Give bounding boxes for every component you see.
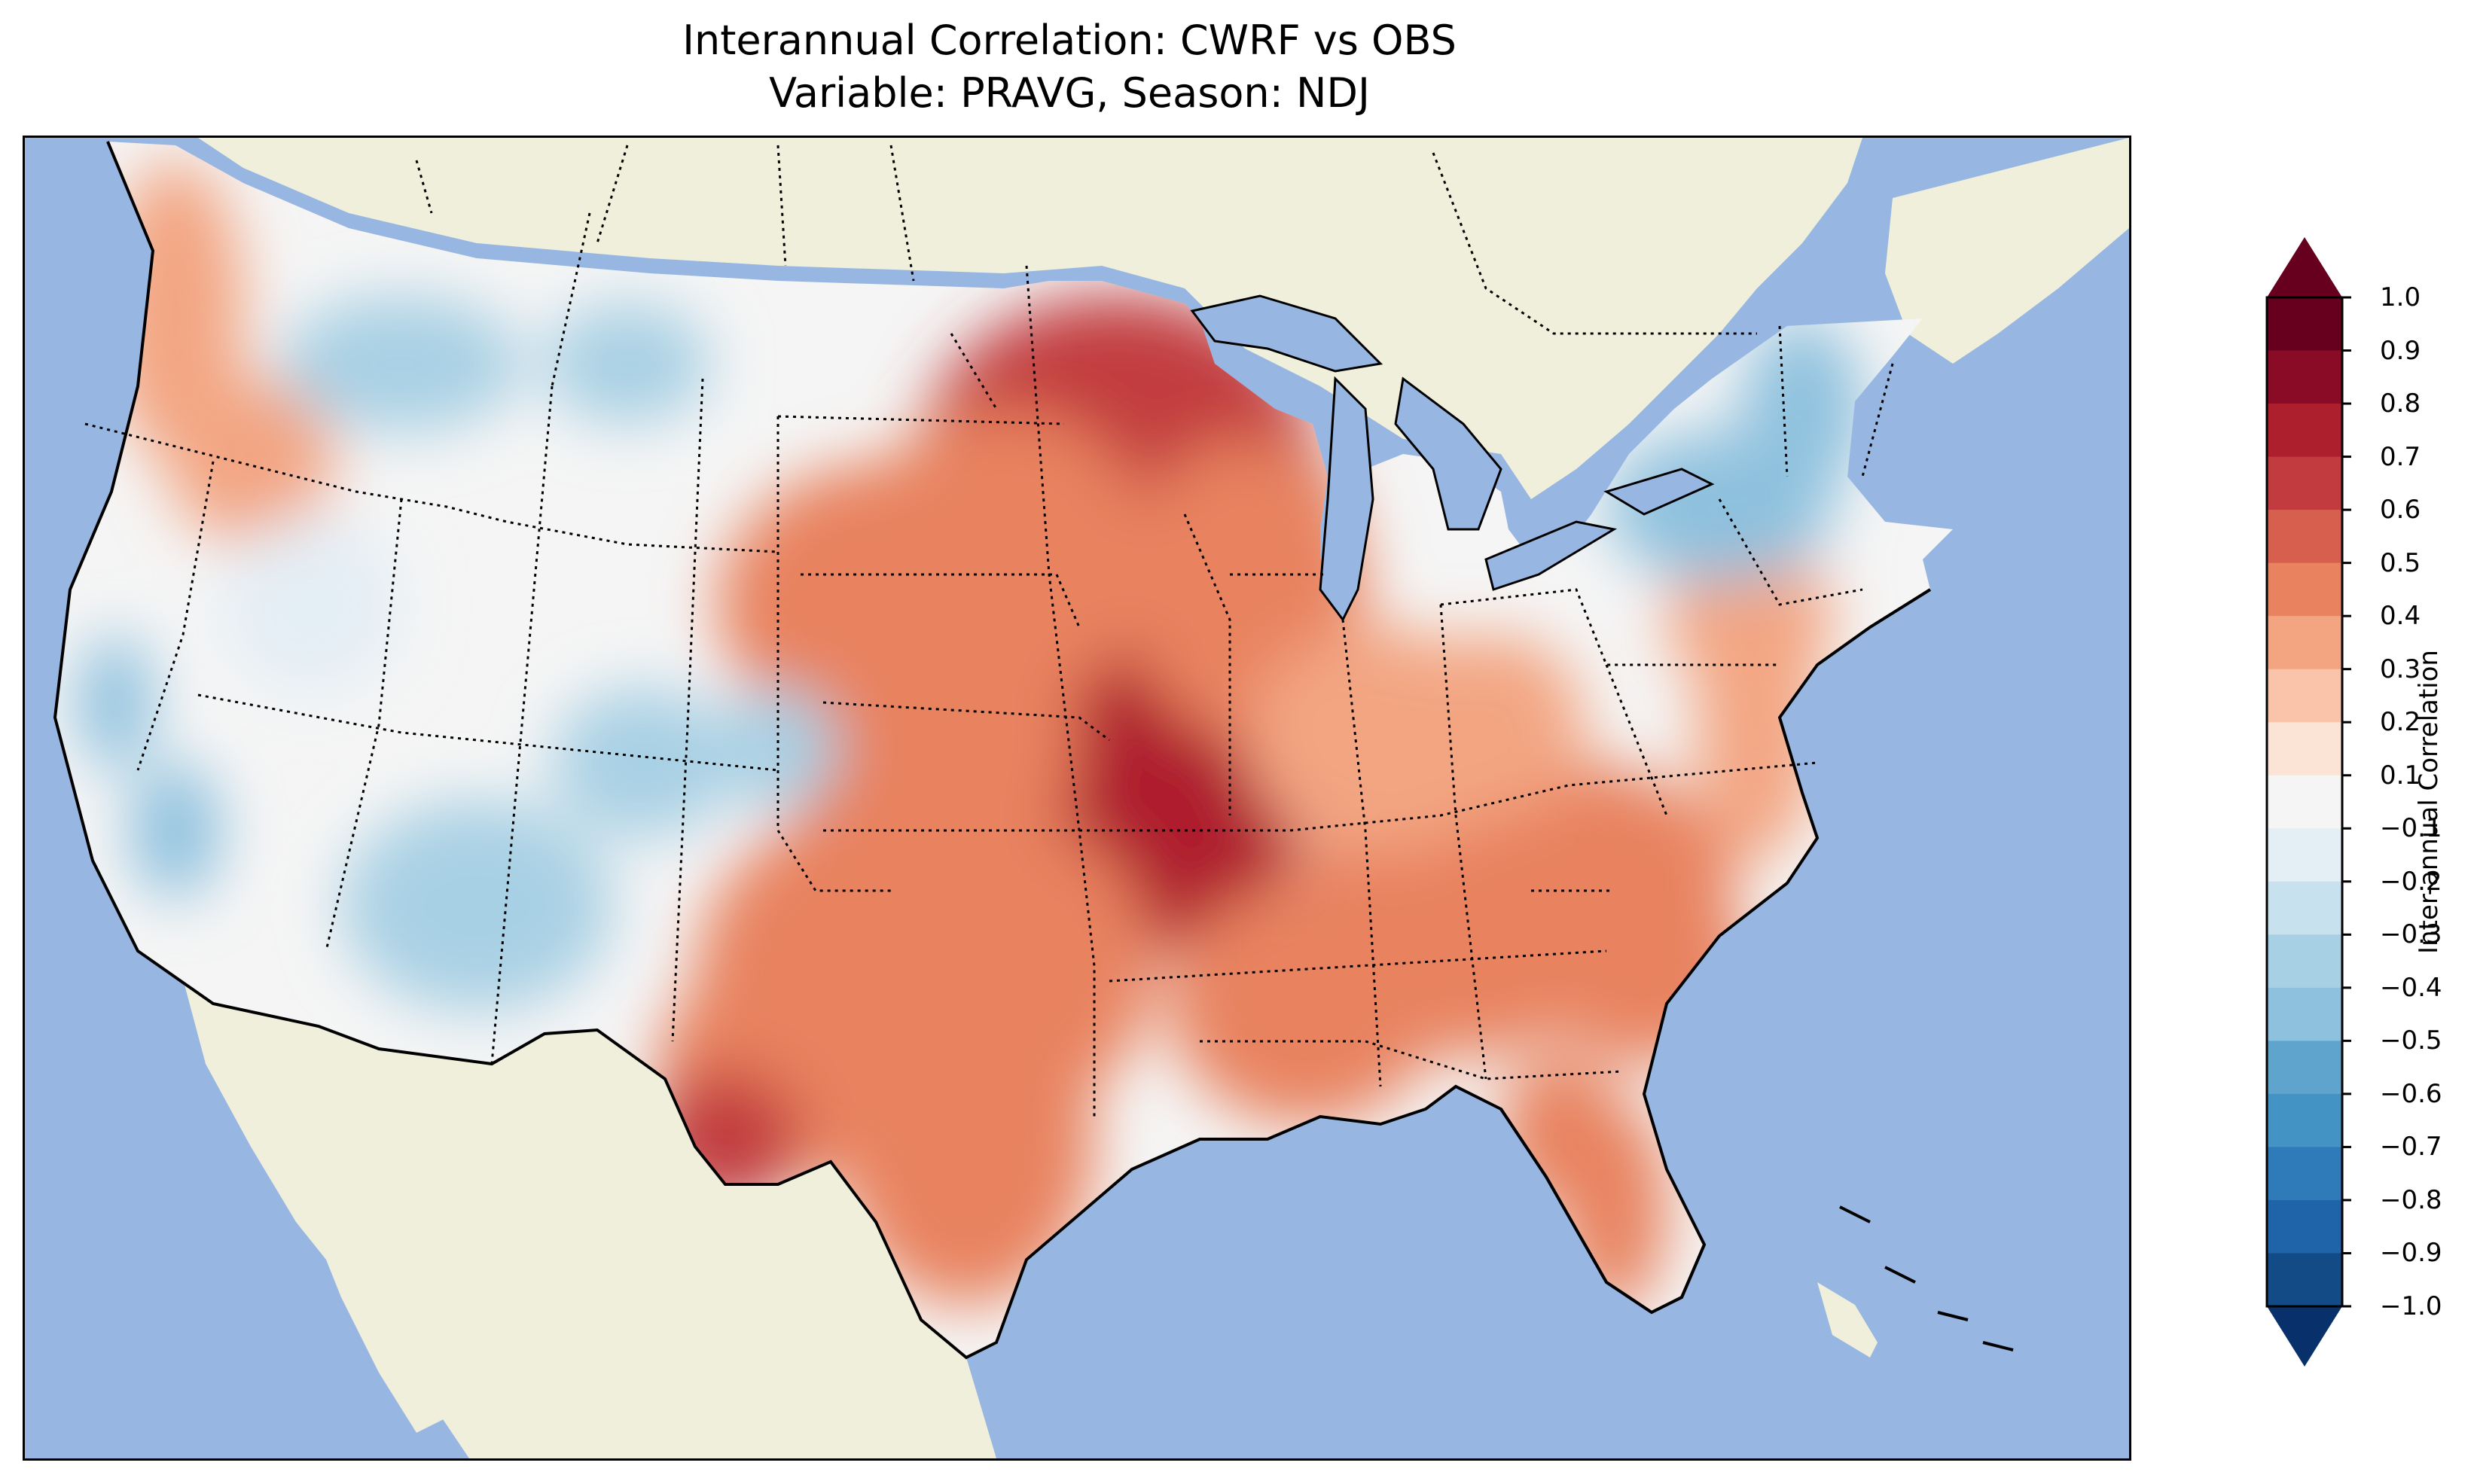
colorbar-segment [2267, 1041, 2342, 1095]
colorbar-segment [2267, 297, 2342, 352]
lake-ontario [1603, 468, 1715, 516]
maritimes-land [1885, 138, 2129, 364]
lake-huron [1394, 376, 1502, 531]
land-areas [175, 138, 2129, 1458]
correlation-region-mid-atlantic-coast [1667, 544, 1832, 695]
correlation-region-southeast [1539, 868, 1749, 1064]
colorbar-segment [2267, 775, 2342, 829]
colorbar-segment [2267, 350, 2342, 404]
colorbar-tick-label: 1.0 [2380, 282, 2421, 312]
lake-michigan [1319, 376, 1374, 622]
colorbar-outline [2265, 296, 2344, 1308]
colorbar-tick-label: −0.7 [2380, 1132, 2442, 1163]
correlation-region-southern-california [130, 763, 221, 898]
correlation-region-new-york-northeast [1742, 318, 1862, 499]
colorbar-segment [2267, 616, 2342, 670]
colorbar-segment [2267, 562, 2342, 617]
colorbar-tick-label: −0.1 [2380, 813, 2442, 844]
correlation-region-southern-plains-texas [838, 974, 1094, 1305]
colorbar-tick-label: −0.4 [2380, 972, 2442, 1003]
colorbar-tick-label: 0.5 [2380, 547, 2421, 578]
correlation-map [53, 138, 2129, 1458]
colorbar-tick-label: −0.8 [2380, 1184, 2442, 1215]
baja-peninsula [273, 1004, 447, 1433]
colorbar-tick-label: −0.5 [2380, 1025, 2442, 1056]
colorbar-tick-label: 0.2 [2380, 707, 2421, 738]
colorbar-max-extend-arrow [2267, 237, 2342, 297]
colorbar-tick-label: −0.6 [2380, 1078, 2442, 1109]
map-title-line-2: Variable: PRAVG, Season: NDJ [769, 69, 1370, 117]
correlation-region-southern-california [78, 635, 153, 770]
bahamas-islands [1839, 1205, 2014, 1351]
lake-superior [1190, 294, 1383, 373]
map-title-line-1: Interannual Correlation: CWRF vs OBS [682, 17, 1457, 64]
colorbar-segment [2267, 1253, 2342, 1307]
correlation-region-pacific-northwest-coast [168, 379, 334, 544]
state-borders [84, 145, 1894, 1117]
colorbar-segment [2267, 881, 2342, 935]
colorbar-segment [2267, 404, 2342, 458]
great-lakes [1190, 294, 1715, 622]
colorbar-segment [2267, 1199, 2342, 1254]
colorbar-tick-label: 0.1 [2380, 760, 2421, 791]
colorbar-tick-label: 0.9 [2380, 335, 2421, 366]
correlation-region-southeast [1170, 883, 1441, 1124]
colorbar-tick-label: −1.0 [2380, 1291, 2442, 1321]
colorbar-segment [2267, 669, 2342, 723]
florida-peninsula-outline [1499, 1108, 1706, 1315]
map-panel [23, 136, 2131, 1461]
correlation-region-arizona [341, 800, 612, 1011]
correlation-region-great-basin [221, 514, 401, 695]
colorbar-segment [2267, 934, 2342, 989]
colorbar-tick-label: 0.7 [2380, 441, 2421, 472]
colorbar-segment [2267, 456, 2342, 510]
colorbar-tick-label: −0.3 [2380, 919, 2442, 950]
colorbar-tick-label: 0.3 [2380, 654, 2421, 684]
colorbar-tick-label: 0.4 [2380, 601, 2421, 632]
colorbar-segment [2267, 987, 2342, 1041]
colorbar-segment [2267, 722, 2342, 776]
correlation-region-northern-rockies [545, 303, 710, 424]
colorbar-tick-label: 0.8 [2380, 389, 2421, 419]
correlation-region-ohio-valley [1403, 635, 1584, 815]
correlation-region-northern-rockies [281, 296, 522, 431]
us-coastline [53, 141, 1932, 1360]
cuba-island [1817, 1282, 1878, 1358]
correlation-region-florida [1501, 1056, 1621, 1207]
colorbar-min-extend-arrow [2267, 1306, 2342, 1367]
lake-erie [1484, 520, 1618, 591]
colorbar [2265, 237, 2351, 1367]
colorbar-tick-label: −0.9 [2380, 1238, 2442, 1269]
colorbar-segment [2267, 1147, 2342, 1201]
colorbar-tick-label: 0.6 [2380, 495, 2421, 526]
colorbar-label: Inter-annual Correlation [2414, 650, 2444, 954]
colorbar-segment [2267, 510, 2342, 564]
colorbar-tick-label: −0.2 [2380, 866, 2442, 897]
colorbar-segment [2267, 828, 2342, 882]
colorbar-segment [2267, 1093, 2342, 1147]
mexico-land [175, 951, 996, 1458]
correlation-region-central-plains [853, 409, 1155, 710]
canada-land [198, 138, 1862, 499]
